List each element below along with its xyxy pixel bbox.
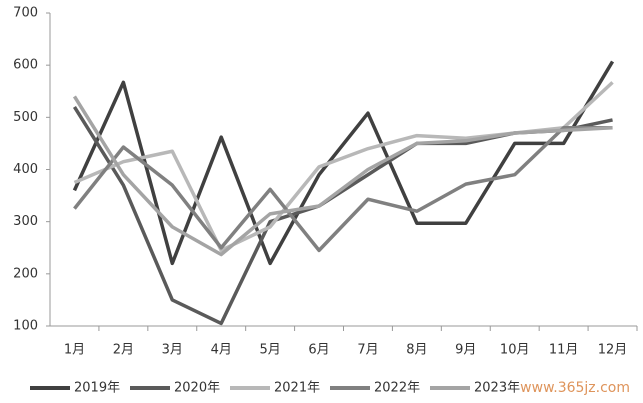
x-tick-label: 1月 — [64, 343, 85, 358]
x-tick-label: 5月 — [259, 343, 280, 358]
x-tick-label: 7月 — [357, 343, 378, 358]
y-tick-label: 600 — [13, 58, 38, 73]
y-tick-label: 300 — [13, 214, 38, 229]
x-tick-label: 11月 — [549, 343, 579, 358]
x-tick-label: 4月 — [211, 343, 232, 358]
series-line — [73, 126, 613, 253]
watermark: www.365jz.com — [520, 380, 630, 396]
series-line — [72, 60, 615, 266]
x-tick-label: 2月 — [113, 343, 134, 358]
legend-label: 2020年 — [174, 381, 220, 396]
x-tick-label: 12月 — [598, 343, 628, 358]
y-tick-label: 400 — [13, 162, 38, 177]
series-line — [72, 95, 613, 257]
y-tick-label: 200 — [13, 266, 38, 281]
x-tick-label: 6月 — [308, 343, 329, 358]
legend-label: 2023年 — [474, 381, 520, 396]
legend-label: 2019年 — [74, 381, 120, 396]
x-tick-label: 9月 — [455, 343, 476, 358]
y-tick-label: 500 — [13, 110, 38, 125]
x-tick-label: 8月 — [406, 343, 427, 358]
legend-label: 2021年 — [274, 381, 320, 396]
x-tick-label: 10月 — [500, 343, 530, 358]
legend-label: 2022年 — [374, 381, 420, 396]
y-tick-label: 700 — [13, 6, 38, 21]
y-tick-label: 100 — [13, 319, 38, 334]
x-tick-label: 3月 — [162, 343, 183, 358]
series-line — [72, 105, 613, 326]
